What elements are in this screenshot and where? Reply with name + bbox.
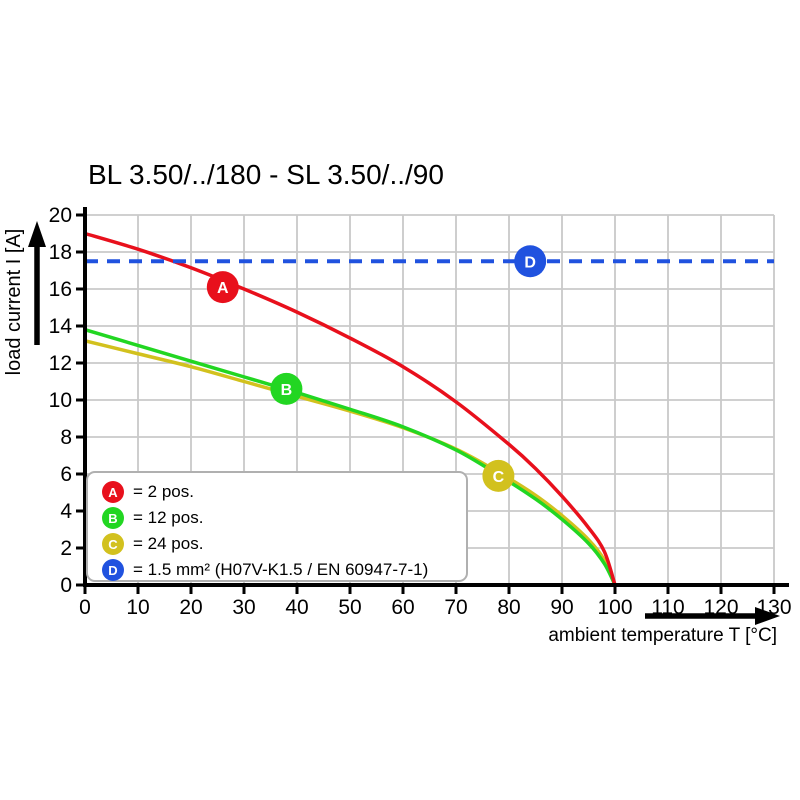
y-tick-label: 20 [49,204,72,227]
y-tick-label: 10 [49,389,72,412]
y-axis-label: load current I [A] [3,229,25,376]
x-axis-arrow-icon [645,607,780,625]
y-tick-label: 0 [60,574,72,597]
legend-box: A = 2 pos. B = 12 pos. C = 24 pos. D = 1.5 mm² … [86,471,468,582]
y-tick-label: 8 [60,426,72,449]
marker-C [482,459,515,492]
marker-B [270,372,303,405]
x-tick-label: 60 [391,596,414,619]
legend-row-D: D = 1.5 mm² (H07V-K1.5 / EN 60947-7-1) [102,557,466,583]
marker-label-A: A [217,280,229,297]
marker-label-D: D [524,254,536,271]
legend-text-B: = 12 pos. [133,508,204,527]
legend-row-A: A = 2 pos. [102,479,466,505]
legend-text-C: = 24 pos. [133,534,204,553]
legend-row-C: C = 24 pos. [102,531,466,557]
legend-swatch-D: D [102,559,124,581]
curve-B [83,327,617,587]
x-tick-label: 30 [232,596,255,619]
y-tick-label: 2 [60,537,72,560]
curve-A [83,231,617,587]
data-curves [83,231,774,587]
marker-D [514,245,547,278]
marker-label-C: C [493,469,505,486]
legend-text-A: = 2 pos. [133,482,194,501]
marker-label-B: B [281,382,293,399]
x-tick-label: 20 [179,596,202,619]
legend-swatch-A: A [102,481,124,503]
x-tick-label: 0 [79,596,91,619]
y-tick-label: 4 [60,500,72,523]
x-tick-label: 50 [338,596,361,619]
curve-markers: A B C D [206,245,547,492]
x-tick-label: 80 [497,596,520,619]
legend-text-D: = 1.5 mm² (H07V-K1.5 / EN 60947-7-1) [133,560,429,579]
x-tick-label: 10 [126,596,149,619]
legend-row-B: B = 12 pos. [102,505,466,531]
y-tick-label: 6 [60,463,72,486]
y-tick-label: 18 [49,241,72,264]
x-tick-label: 90 [550,596,573,619]
y-axis-arrow-icon [28,221,46,345]
legend-swatch-B: B [102,507,124,529]
y-tick-label: 12 [49,352,72,375]
x-tick-label: 40 [285,596,308,619]
page-title: BL 3.50/../180 - SL 3.50/../90 [88,159,444,190]
x-tick-label: 100 [597,596,632,619]
legend-swatch-C: C [102,533,124,555]
y-tick-label: 14 [49,315,73,338]
x-axis-label: ambient temperature T [°C] [548,625,777,646]
y-tick-label: 16 [49,278,72,301]
marker-A [206,271,239,304]
x-tick-label: 70 [444,596,467,619]
